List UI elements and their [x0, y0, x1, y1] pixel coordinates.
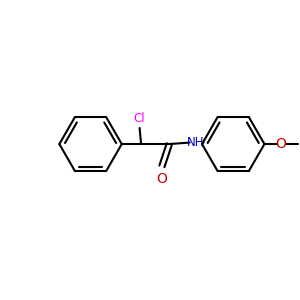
- Text: O: O: [157, 172, 167, 186]
- Text: O: O: [275, 137, 286, 151]
- Text: NH: NH: [187, 136, 205, 149]
- Text: Cl: Cl: [134, 112, 146, 125]
